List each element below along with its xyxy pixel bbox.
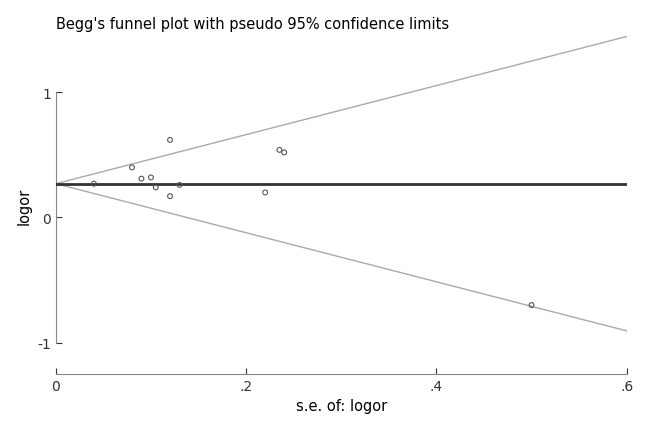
Point (526, 302, 537, 309)
Point (136, 176, 147, 183)
Point (274, 147, 285, 154)
Point (146, 175, 156, 181)
Y-axis label: logor: logor (17, 187, 32, 224)
Point (279, 150, 289, 157)
Point (127, 165, 137, 172)
Point (260, 190, 270, 197)
Point (165, 194, 176, 200)
Point (151, 184, 161, 191)
Point (88, 181, 99, 187)
Point (165, 137, 176, 144)
Text: Begg's funnel plot with pseudo 95% confidence limits: Begg's funnel plot with pseudo 95% confi… (56, 17, 449, 31)
Point (174, 182, 185, 189)
X-axis label: s.e. of: logor: s.e. of: logor (296, 399, 387, 413)
